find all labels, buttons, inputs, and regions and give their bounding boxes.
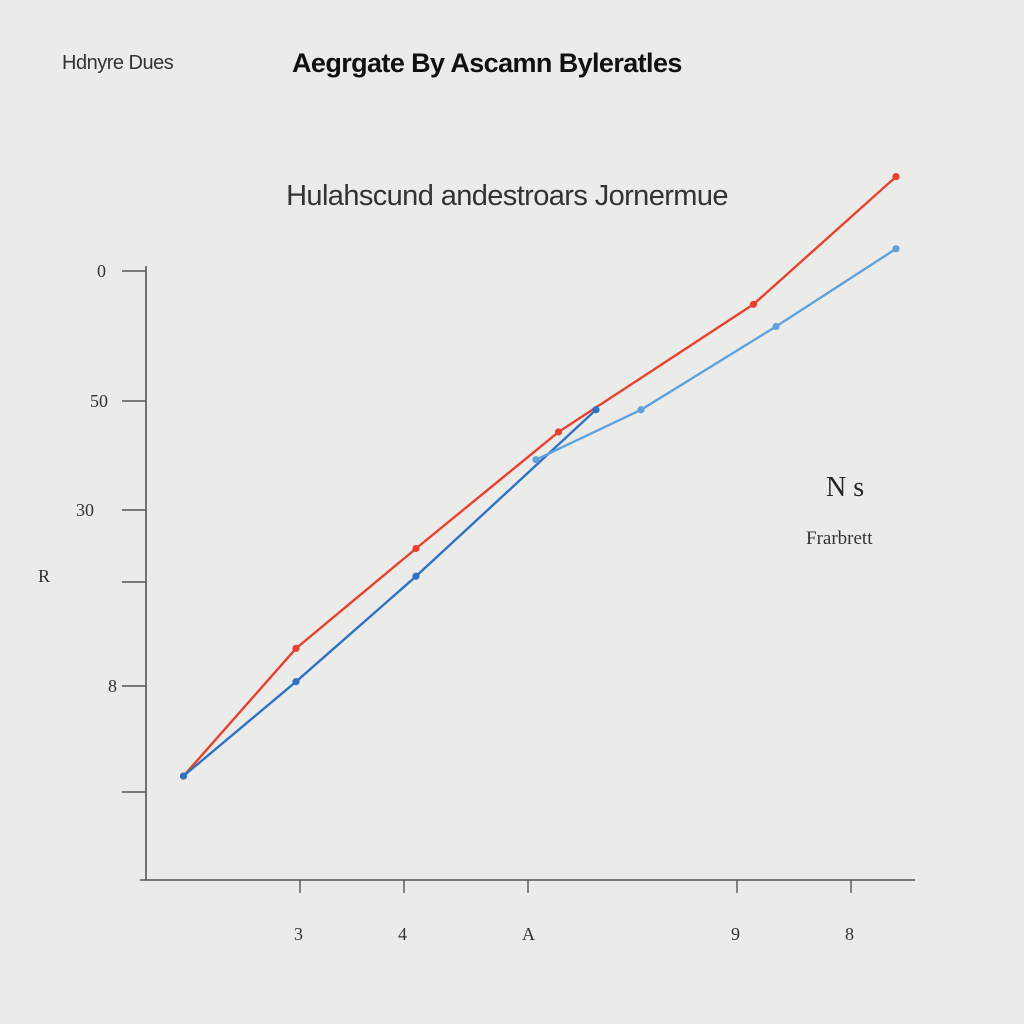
x-tick-label: A	[522, 924, 535, 944]
y-tick-label: 50	[90, 391, 108, 411]
y-tick-label: 30	[76, 500, 94, 520]
y-tick-label: 8	[108, 676, 117, 696]
figure-header: Hdnyre Dues Aegrgate By Ascamn Byleratle…	[62, 48, 962, 88]
data-point-light_blue	[892, 245, 900, 253]
tick-labels: 0 50 30 8 3 4 A 9 8	[76, 261, 854, 944]
y-tick-label: 0	[97, 261, 106, 281]
axes	[122, 266, 915, 893]
header-left-label: Hdnyre Dues	[62, 52, 174, 74]
x-tick-label: 9	[731, 924, 740, 944]
x-tick-label: 4	[398, 924, 407, 944]
data-point-red	[554, 428, 563, 436]
data-point-red	[749, 300, 758, 308]
y-axis-label: R	[38, 566, 50, 586]
data-point-light_blue	[772, 322, 780, 331]
data-point-blue	[292, 678, 300, 686]
header-right-label: Aegrgate By Ascamn Byleratles	[292, 48, 682, 78]
data-point-light_blue	[532, 456, 540, 464]
x-tick-label: 3	[294, 924, 303, 944]
series-line-red	[182, 175, 897, 777]
data-point-blue	[412, 572, 420, 580]
legend-entry: Frarbrett	[806, 528, 873, 549]
legend-heading: N s	[826, 472, 865, 503]
series-line-light_blue	[535, 247, 897, 461]
series-layer	[179, 173, 900, 780]
series-line-blue	[182, 408, 597, 777]
data-point-blue	[592, 406, 600, 414]
data-point-red	[412, 544, 420, 553]
data-point-blue	[179, 772, 188, 780]
x-tick-label: 8	[845, 924, 854, 944]
data-point-red	[892, 173, 900, 181]
chart-title: Hulahscund andestroars Jornermue	[286, 180, 728, 212]
data-point-red	[292, 644, 300, 653]
data-point-light_blue	[637, 406, 645, 414]
